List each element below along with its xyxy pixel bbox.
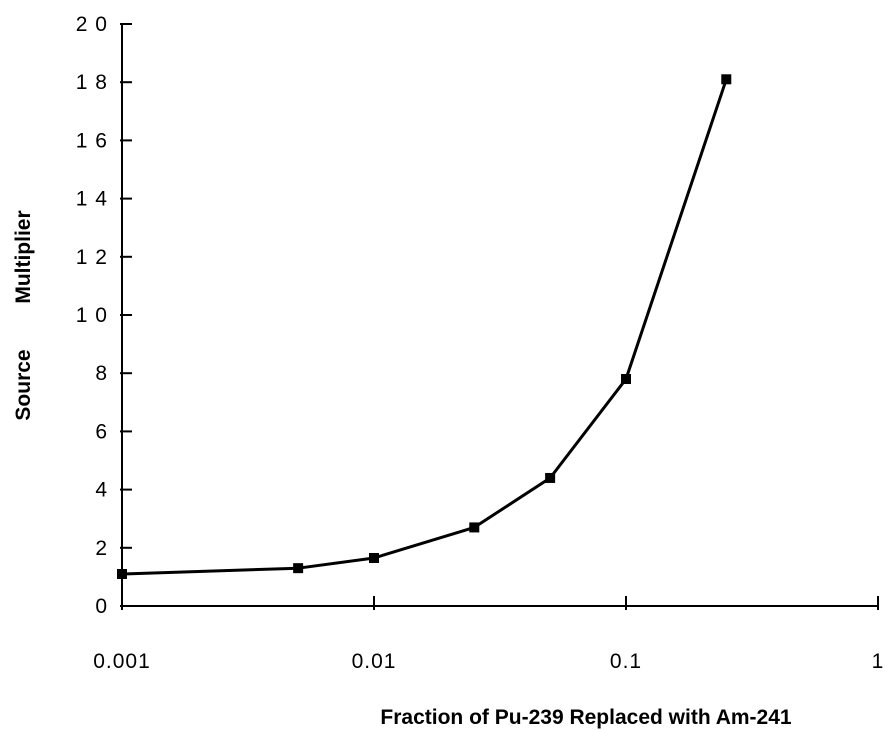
x-axis-ticks: 0.001 0.01 0.1 1 xyxy=(93,596,885,673)
y-tick-label: 1 8 xyxy=(76,71,108,94)
axes xyxy=(121,24,878,607)
y-tick-label: 1 6 xyxy=(76,129,108,152)
data-point-marker xyxy=(545,472,556,483)
y-tick-label: 4 xyxy=(95,479,108,502)
data-point-marker xyxy=(117,568,127,579)
x-axis-title: Fraction of Pu-239 Replaced with Am-241 xyxy=(380,706,791,729)
data-point-marker xyxy=(293,563,304,574)
y-tick-label: 2 0 xyxy=(76,13,108,36)
y-tick-label: 1 4 xyxy=(76,188,108,211)
data-point-marker xyxy=(469,522,480,533)
y-tick-label: 1 2 xyxy=(76,246,108,269)
data-point-marker xyxy=(621,374,631,385)
x-tick-label: 0.1 xyxy=(610,650,642,673)
y-axis-title-part-2: Multiplier xyxy=(12,210,35,303)
y-tick-label: 8 xyxy=(95,362,108,385)
x-tick-label: 0.001 xyxy=(93,650,151,673)
data-point-marker xyxy=(721,74,732,85)
data-point-marker xyxy=(369,552,379,563)
y-tick-label: 6 xyxy=(95,420,108,443)
y-axis-title-part-1: Source xyxy=(12,349,35,420)
y-tick-label: 1 0 xyxy=(76,304,108,327)
y-tick-label: 0 xyxy=(95,595,108,618)
series-line xyxy=(121,78,728,576)
data-series xyxy=(117,74,732,579)
y-axis-title-group: Source Multiplier xyxy=(12,210,35,420)
x-tick-label: 1 xyxy=(872,650,885,673)
y-tick-label: 2 xyxy=(95,537,108,560)
y-axis-ticks: 0 2 4 6 8 1 0 1 2 1 4 1 6 1 8 2 0 xyxy=(76,13,132,618)
x-tick-label: 0.01 xyxy=(352,650,397,673)
